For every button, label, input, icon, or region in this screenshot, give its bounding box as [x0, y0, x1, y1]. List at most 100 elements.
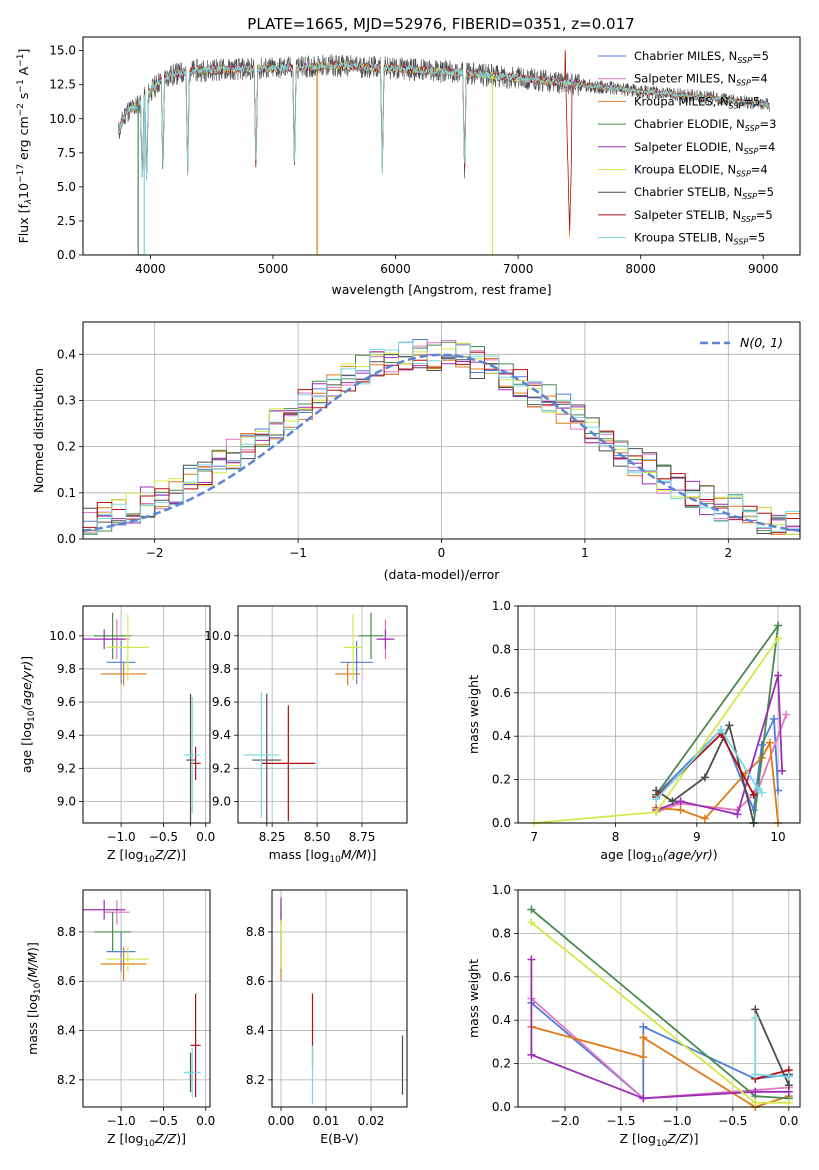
y-tick-label: 0.4: [492, 729, 511, 743]
x-tick-label: −0.5: [718, 1114, 747, 1128]
x-tick-label: 0.0: [196, 1114, 215, 1128]
y-tick-label: 0.2: [57, 440, 76, 454]
y-tick-label: 0.0: [57, 248, 76, 262]
weight-marker: [639, 1053, 648, 1062]
weight-marker: [676, 805, 685, 814]
histogram-series-7: [83, 351, 800, 534]
y-tick-label: 9.8: [212, 662, 231, 676]
age-y-axis-label: age [log10(age/yr)]: [19, 656, 37, 773]
spectrum-frame: [82, 36, 801, 256]
weight-marker: [778, 766, 787, 775]
x-tick-label: 0.0: [779, 1114, 798, 1128]
x-tick-label: 0.01: [313, 1114, 340, 1128]
weight-marker: [774, 621, 783, 630]
y-tick-label: 0.4: [492, 1013, 511, 1027]
weight-marker: [774, 634, 783, 643]
y-tick-label: 1.0: [492, 599, 511, 613]
y-tick-label: 10.0: [49, 629, 76, 643]
weight-marker: [782, 710, 791, 719]
weight-marker: [751, 1087, 760, 1096]
legend-label: Salpeter STELIB, NSSP=5: [634, 208, 773, 224]
weight-marker: [676, 797, 685, 806]
y-tick-label: 9.4: [212, 728, 231, 742]
weight-marker: [700, 773, 709, 782]
legend-label: Chabrier STELIB, NSSP=5: [634, 185, 774, 201]
legend-label: Chabrier ELODIE, NSSP=3: [634, 117, 776, 133]
weight-marker: [757, 740, 766, 749]
weight-marker: [733, 810, 742, 819]
weight-marker: [751, 1070, 760, 1079]
spectrum-series-8: [118, 61, 770, 181]
weight-line-0: [655, 718, 779, 814]
weight-marker: [765, 738, 774, 747]
weight-marker: [639, 1022, 648, 1031]
y-tick-label: 7.5: [57, 146, 76, 160]
massweight-vs-age-y-axis-label: mass weight: [466, 675, 481, 754]
age-vs-Z-x-axis-label: Z [log10Z/Z)]: [107, 847, 186, 865]
x-tick-label: 8: [612, 830, 620, 844]
age-vs-Z-frame: [82, 605, 211, 824]
histogram-y-axis-label: Normed distribution: [31, 368, 46, 493]
legend-label: Salpeter MILES, NSSP=4: [634, 72, 768, 88]
y-tick-label: 8.6: [57, 974, 76, 988]
legend-label: Chabrier MILES, NSSP=5: [634, 49, 769, 65]
y-tick-label: 8.6: [246, 974, 265, 988]
weight-marker: [527, 905, 536, 914]
weight-marker: [753, 784, 762, 793]
x-tick-label: 0.00: [268, 1114, 295, 1128]
x-tick-label: 6000: [380, 262, 411, 276]
chart-layer: 4000 5000 6000 7000 8000 90000.02.55.07.510.0…: [16, 36, 801, 1149]
y-tick-label: 8.8: [246, 925, 265, 939]
mass-y-axis-label: mass [log10(M/M)]: [25, 942, 43, 1055]
y-tick-label: 9.8: [57, 662, 76, 676]
spectrum-x-axis-label: wavelength [Angstrom, rest frame]: [331, 282, 551, 297]
spectrum-y-axis-label: Flux [fλ10−17 erg cm−2 s−1 A−1]: [16, 49, 34, 244]
weight-marker: [757, 788, 766, 797]
x-tick-label: 4000: [135, 262, 166, 276]
mass-vs-Z-axes: −1.0 −0.5 0.0 8.2 8.4 8.6 8.8 Z [log10Z/Z)] mass…: [25, 889, 215, 1149]
y-tick-label: 9.4: [57, 728, 76, 742]
weight-marker: [527, 918, 536, 927]
x-tick-label: 8.50: [304, 830, 331, 844]
x-tick-label: 9000: [748, 262, 779, 276]
weight-marker: [749, 790, 758, 799]
weight-marker: [527, 955, 536, 964]
x-tick-label: 9: [693, 830, 701, 844]
legend-label: Kroupa MILES, NSSP=5: [634, 94, 760, 110]
weight-line-4: [530, 959, 789, 1100]
y-tick-label: 5.0: [57, 180, 76, 194]
x-tick-label: −1.0: [107, 830, 136, 844]
mass-vs-Z-frame: [82, 889, 211, 1108]
x-tick-label: −1.0: [107, 1114, 136, 1128]
weight-marker: [717, 725, 726, 734]
y-tick-label: 9.0: [57, 794, 76, 808]
y-tick-label: 0.6: [492, 970, 511, 984]
y-tick-label: 9.2: [57, 761, 76, 775]
x-tick-label: 5000: [258, 262, 289, 276]
massweight-vs-Z-frame: [517, 889, 801, 1108]
mass-vs-ebv-axes: 0.00 0.01 0.02 8.2 8.4 8.6 8.8 E(B-V): [246, 889, 408, 1146]
weight-line-8: [655, 728, 763, 800]
legend-label: Kroupa ELODIE, NSSP=4: [634, 163, 768, 179]
massweight-vs-Z-axes: −2.0 −1.5 −1.0 −0.5 0.0 0.0 0.2 0.4 0.6 0.8 1.0 Z […: [466, 883, 801, 1149]
age-vs-mass-axes: 8.25 8.50 8.75 9.0 9.2 9.4 9.6 9.8 10.0 mass [log…: [204, 605, 408, 865]
x-tick-label: 2: [724, 546, 732, 560]
weight-marker: [784, 1072, 793, 1081]
weight-marker: [527, 1050, 536, 1059]
y-tick-label: 0.6: [492, 686, 511, 700]
massweight-vs-age-x-axis-label: age [log10(age/yr)): [600, 847, 717, 865]
y-tick-label: 8.8: [57, 925, 76, 939]
y-tick-label: 8.4: [57, 1024, 76, 1038]
y-tick-label: 8.2: [246, 1073, 265, 1087]
y-tick-label: 8.2: [57, 1073, 76, 1087]
y-tick-label: 1.0: [492, 883, 511, 897]
residual-histogram-axes: −2 −1 0 1 2 0.0 0.1 0.2 0.3 0.4 (data-model)/error…: [31, 321, 801, 582]
legend-label: N(0, 1): [740, 335, 783, 350]
y-tick-label: 0.0: [492, 816, 511, 830]
histogram-frame: [82, 321, 801, 540]
x-tick-label: 10: [770, 830, 785, 844]
ebv-x-axis-label: E(B-V): [320, 1131, 359, 1146]
y-tick-label: 10.0: [204, 629, 231, 643]
y-tick-label: 0.0: [57, 532, 76, 546]
